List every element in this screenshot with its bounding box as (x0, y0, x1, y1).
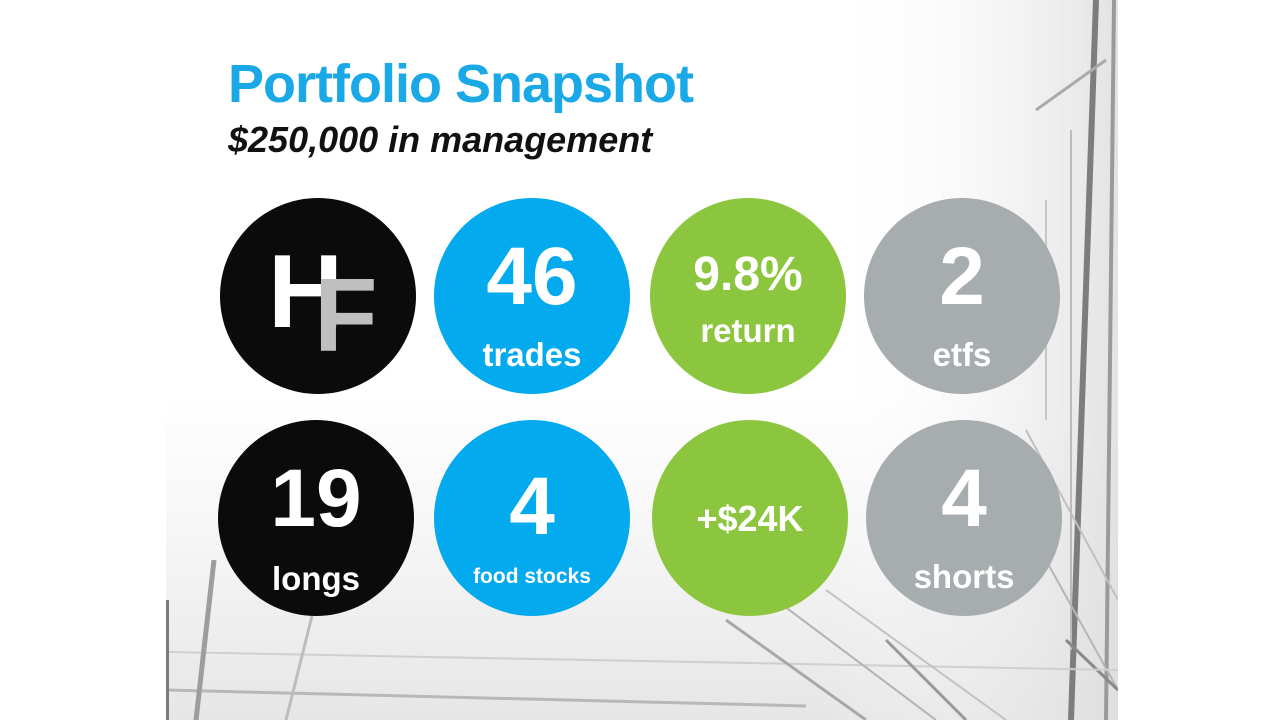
food-stocks-value: 4 (509, 461, 555, 552)
logo-letter-h: H (268, 234, 344, 350)
gain-value: +$24K (696, 498, 804, 539)
shorts-value: 4 (941, 453, 987, 544)
shorts-stat-circle: 4 shorts (866, 420, 1062, 616)
food-stocks-label: food stocks (473, 565, 591, 588)
etfs-label: etfs (932, 336, 992, 373)
trades-value: 46 (486, 231, 578, 322)
trades-stat-circle: 46 trades (434, 198, 630, 394)
return-stat-circle: 9.8% return (650, 198, 846, 394)
longs-label: longs (272, 560, 360, 597)
shorts-label: shorts (913, 558, 1015, 595)
slide: Portfolio Snapshot $250,000 in managemen… (166, 0, 1118, 720)
hf-logo-circle: H F (220, 198, 416, 394)
logo-letter-f: F (314, 258, 378, 374)
food-stocks-stat-circle: 4 food stocks (434, 420, 630, 616)
return-value: 9.8% (693, 248, 803, 301)
return-label: return (700, 312, 796, 349)
page-title: Portfolio Snapshot (228, 54, 694, 114)
page-subtitle: $250,000 in management (228, 119, 653, 160)
etfs-stat-circle: 2 etfs (864, 198, 1060, 394)
longs-value: 19 (270, 453, 362, 544)
longs-stat-circle: 19 longs (218, 420, 414, 616)
trades-label: trades (482, 336, 582, 373)
gain-stat-circle: +$24K (652, 420, 848, 616)
etfs-value: 2 (939, 231, 985, 322)
